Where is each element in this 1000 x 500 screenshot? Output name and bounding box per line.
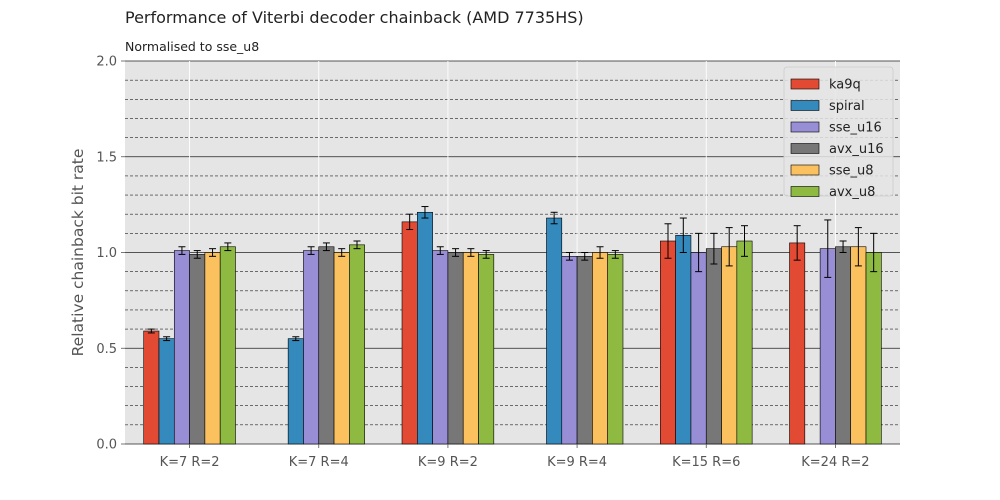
x-tick-label: K=9 R=2 <box>418 455 478 470</box>
y-tick-label: 1.5 <box>96 150 117 165</box>
legend: ka9q spiral sse_u16 avx_u16 sse_u8 avx_u8 <box>783 66 894 200</box>
bar-sse_u8-2 <box>462 252 479 445</box>
bar-avx_u16-4 <box>705 248 722 445</box>
bar-sse_u8-4 <box>721 246 738 445</box>
bar-spiral-4 <box>675 234 692 445</box>
legend-label-spiral: spiral <box>829 99 865 114</box>
bar-sse_u16-4 <box>690 252 707 445</box>
x-tick-label: K=15 R=6 <box>672 455 740 470</box>
y-tick-label: 1.0 <box>96 246 117 261</box>
chart-title: Performance of Viterbi decoder chainback… <box>125 8 584 27</box>
bar-spiral-2 <box>417 211 433 445</box>
legend-swatch-sse_u16 <box>790 121 820 133</box>
bar-sse_u8-5 <box>850 246 867 445</box>
bar-avx_u8-5 <box>865 252 882 445</box>
bar-avx_u8-1 <box>349 244 365 445</box>
legend-label-avx_u16: avx_u16 <box>829 142 884 157</box>
bar-spiral-0 <box>158 338 175 445</box>
y-axis-label: Relative chainback bit rate <box>69 149 87 357</box>
y-tick-label: 0.0 <box>96 438 117 453</box>
bar-sse_u16-2 <box>432 250 449 445</box>
bar-sse_u16-0 <box>173 250 190 445</box>
legend-box <box>783 66 894 197</box>
bar-avx_u8-2 <box>478 254 495 445</box>
chart-subtitle: Normalised to sse_u8 <box>125 39 260 54</box>
bar-sse_u8-0 <box>204 252 221 445</box>
bar-ka9q-4 <box>660 240 676 445</box>
bar-sse_u16-5 <box>819 248 836 445</box>
bar-avx_u16-3 <box>576 256 593 445</box>
legend-label-avx_u8: avx_u8 <box>829 185 875 200</box>
legend-swatch-avx_u16 <box>790 143 820 154</box>
y-axis: 0.0 0.5 1.0 1.5 2.0 <box>96 55 125 453</box>
bar-spiral-1 <box>287 338 304 445</box>
bar-sse_u16-3 <box>561 256 578 445</box>
bar-avx_u8-0 <box>219 246 236 445</box>
bar-ka9q-2 <box>401 221 418 445</box>
bar-sse_u16-1 <box>303 250 320 445</box>
bar-sse_u8-3 <box>592 252 608 445</box>
y-tick-label: 2.0 <box>96 55 117 70</box>
x-tick-label: K=7 R=4 <box>289 455 349 470</box>
legend-label-ka9q: ka9q <box>829 78 861 93</box>
bar-ka9q-5 <box>789 242 806 445</box>
legend-label-sse_u16: sse_u16 <box>829 121 882 136</box>
bar-avx_u16-5 <box>835 246 852 445</box>
bar-avx_u16-1 <box>318 246 335 445</box>
bar-spiral-3 <box>546 217 563 445</box>
legend-swatch-spiral <box>790 100 820 111</box>
bar-avx_u8-4 <box>736 240 753 445</box>
legend-label-sse_u8: sse_u8 <box>829 164 874 179</box>
legend-swatch-ka9q <box>790 78 820 90</box>
bar-ka9q-0 <box>143 330 160 445</box>
x-axis: K=7 R=2 K=7 R=4 K=9 R=2 K=9 R=4 K=15 R=6 K=24… <box>160 444 870 470</box>
y-tick-label: 0.5 <box>96 342 117 357</box>
legend-swatch-sse_u8 <box>790 164 820 176</box>
bar-avx_u8-3 <box>607 254 624 445</box>
x-tick-label: K=9 R=4 <box>547 455 607 470</box>
bar-sse_u8-1 <box>333 252 350 445</box>
bar-avx_u16-2 <box>447 252 464 445</box>
x-tick-label: K=7 R=2 <box>160 455 220 470</box>
legend-swatch-avx_u8 <box>790 186 820 197</box>
x-tick-label: K=24 R=2 <box>801 455 869 470</box>
bars <box>143 206 882 445</box>
bar-avx_u16-0 <box>189 254 206 445</box>
